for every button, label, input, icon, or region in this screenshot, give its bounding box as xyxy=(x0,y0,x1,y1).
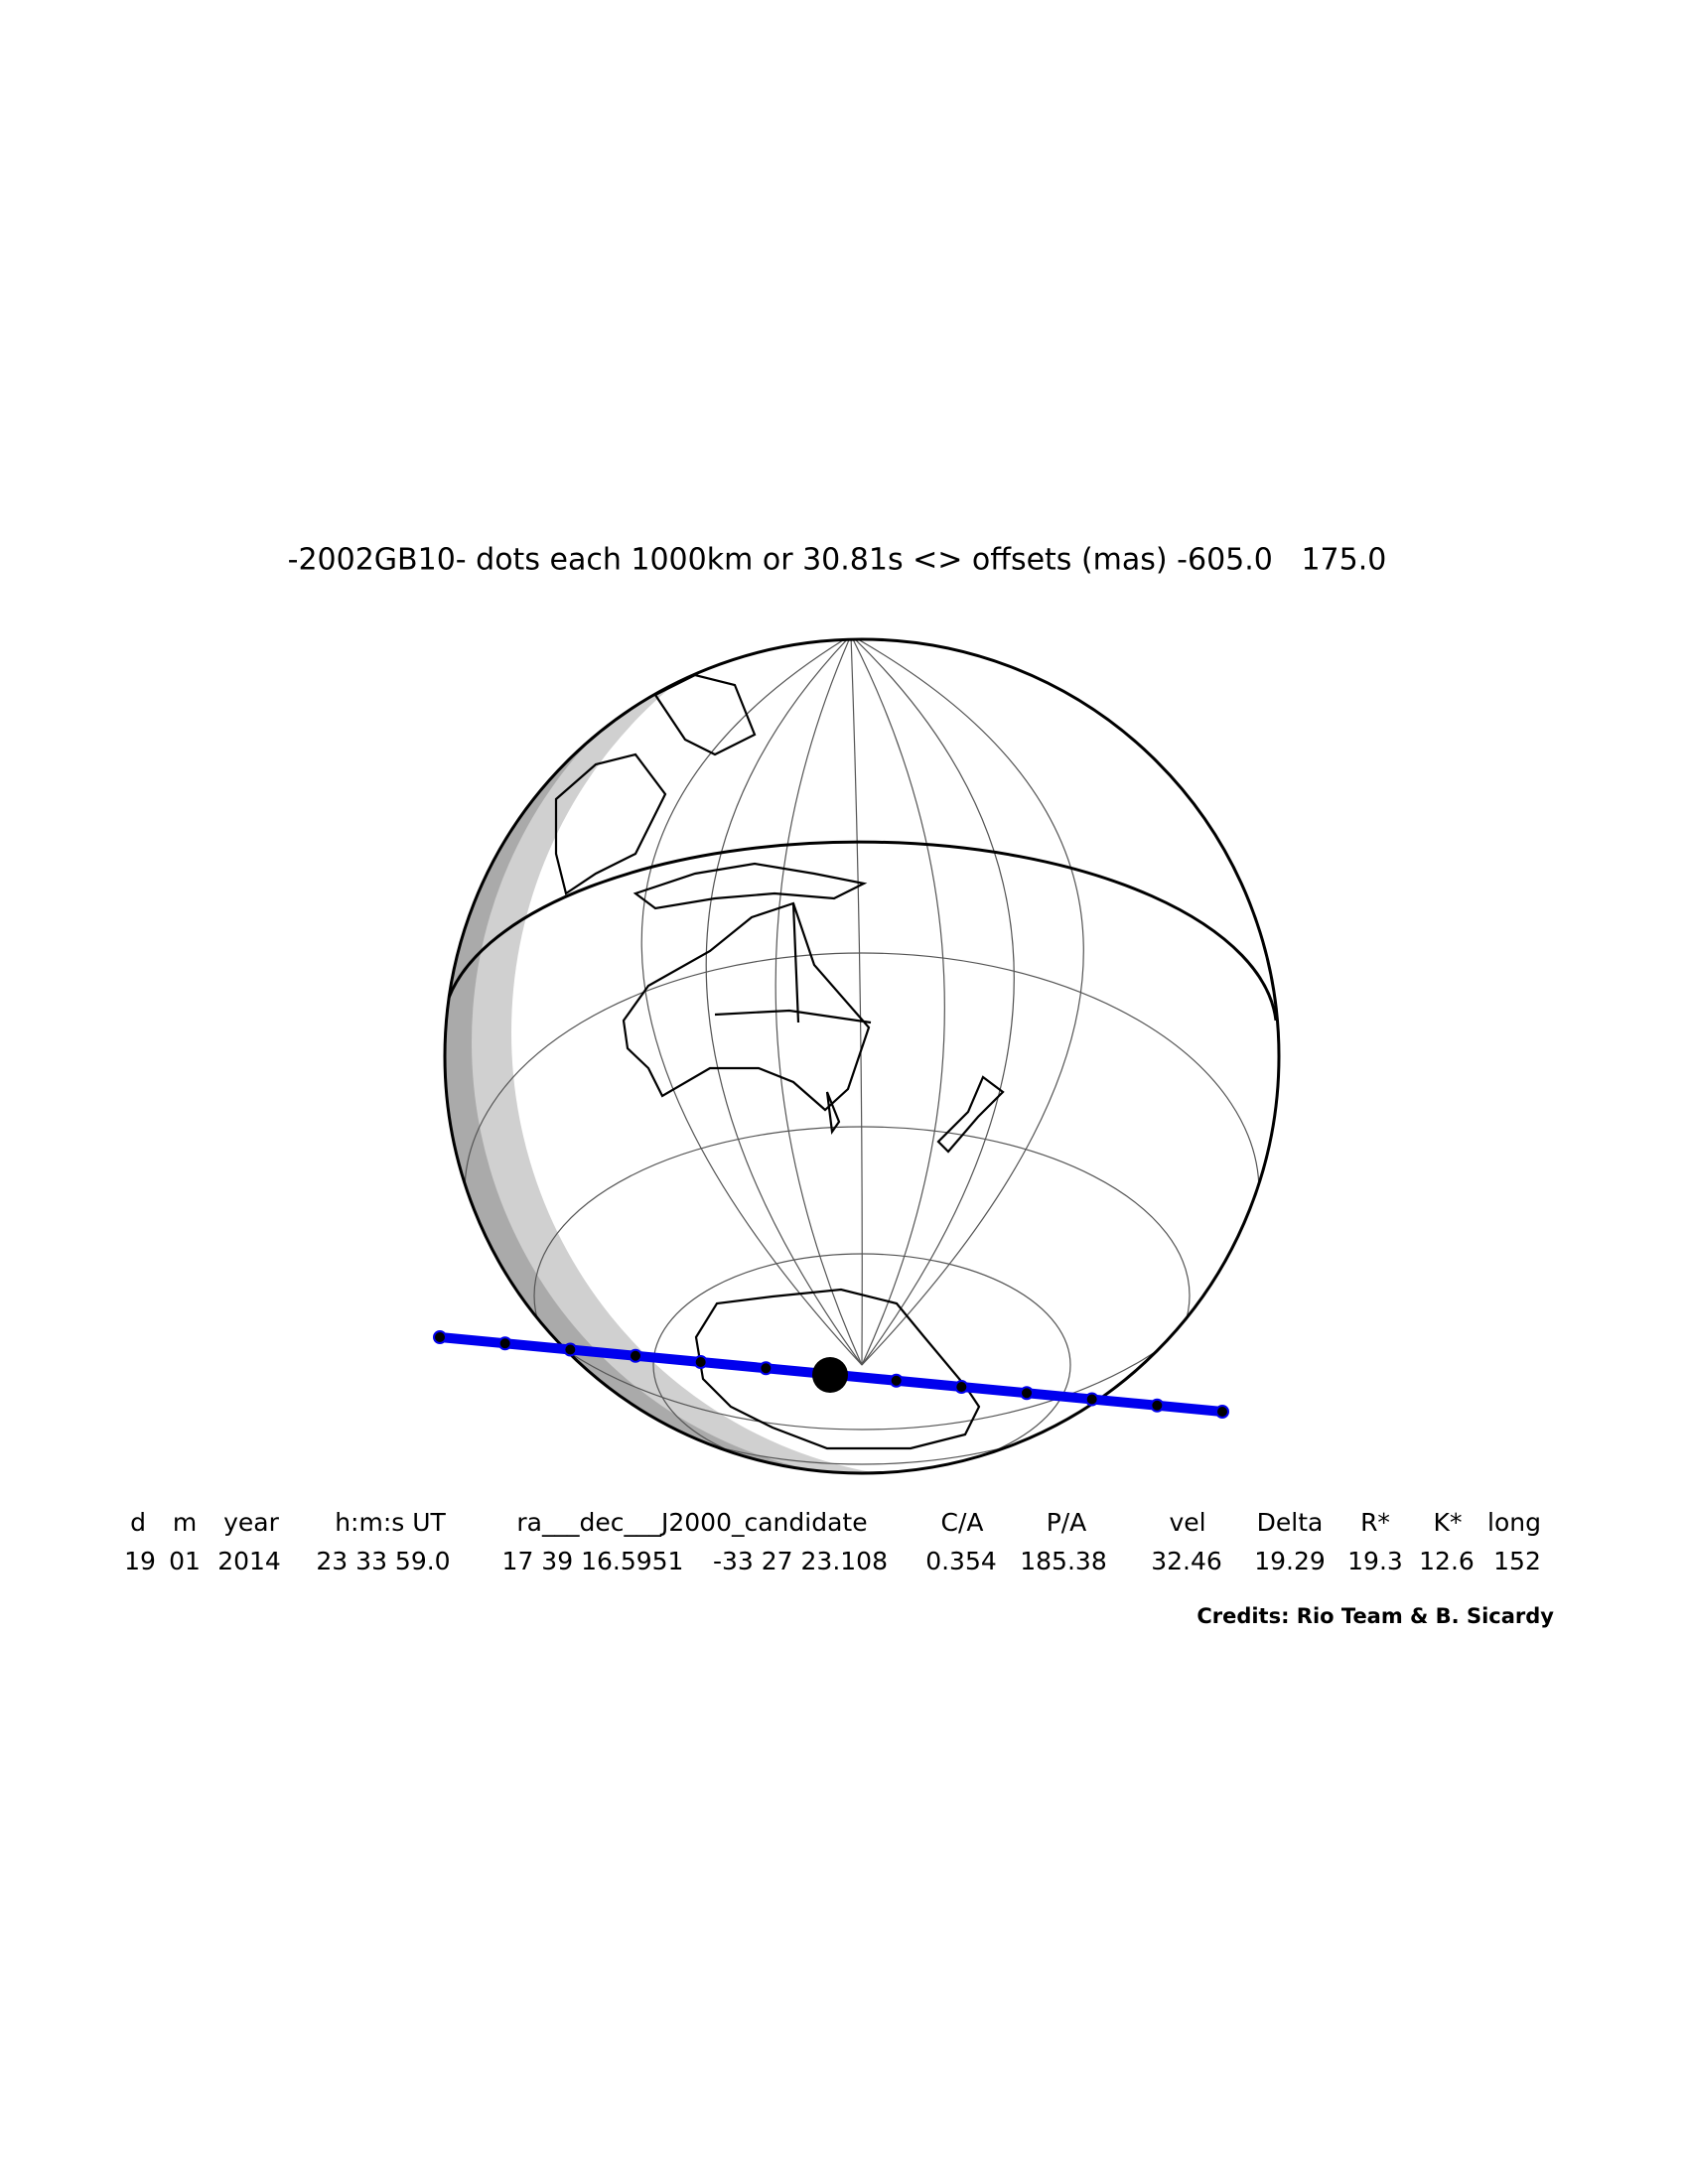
path-dot xyxy=(954,1380,969,1394)
table-value: 19 xyxy=(124,1547,156,1575)
path-dot xyxy=(693,1355,708,1369)
path-dot xyxy=(563,1342,578,1357)
table-value: 32.46 xyxy=(1151,1547,1222,1575)
table-value: 12.6 xyxy=(1419,1547,1475,1575)
table-header: ra___dec___J2000_candidate xyxy=(516,1508,867,1537)
table-header: C/A xyxy=(941,1508,984,1537)
table-header: year xyxy=(223,1508,279,1537)
data-table: d m year h:m:s UT ra___dec___J2000_candidate… xyxy=(124,1508,1541,1575)
table-header: h:m:s UT xyxy=(335,1508,446,1537)
path-dot xyxy=(889,1373,904,1388)
title: -2002GB10- dots each 1000km or 30.81s <>… xyxy=(288,543,1387,578)
table-header: d xyxy=(130,1508,146,1537)
table-header: K* xyxy=(1434,1508,1463,1537)
path-dot xyxy=(759,1361,774,1376)
table-value: 152 xyxy=(1493,1547,1541,1575)
table-header: long xyxy=(1487,1508,1541,1537)
table-header: m xyxy=(173,1508,197,1537)
table-header: R* xyxy=(1360,1508,1390,1537)
table-header: vel xyxy=(1169,1508,1205,1537)
table-header: Delta xyxy=(1257,1508,1324,1537)
shadow-path xyxy=(433,1330,1229,1419)
path-dot xyxy=(433,1330,447,1344)
table-value: 01 xyxy=(169,1547,201,1575)
path-dot xyxy=(1215,1405,1229,1419)
table-value: 19.3 xyxy=(1347,1547,1403,1575)
table-value: 0.354 xyxy=(925,1547,997,1575)
path-dot xyxy=(497,1336,512,1351)
table-value: 185.38 xyxy=(1020,1547,1106,1575)
path-dot xyxy=(1084,1392,1099,1407)
table-value: 19.29 xyxy=(1254,1547,1326,1575)
globe xyxy=(443,637,1281,1475)
table-value: 2014 xyxy=(217,1547,281,1575)
path-dot xyxy=(1150,1398,1165,1413)
table-value: -33 27 23.108 xyxy=(713,1547,888,1575)
table-value: 23 33 59.0 xyxy=(316,1547,450,1575)
table-value: 17 39 16.5951 xyxy=(502,1547,684,1575)
credits: Credits: Rio Team & B. Sicardy xyxy=(1196,1604,1554,1628)
path-dot xyxy=(629,1348,642,1363)
path-dot xyxy=(1020,1386,1034,1401)
table-header: P/A xyxy=(1047,1508,1087,1537)
